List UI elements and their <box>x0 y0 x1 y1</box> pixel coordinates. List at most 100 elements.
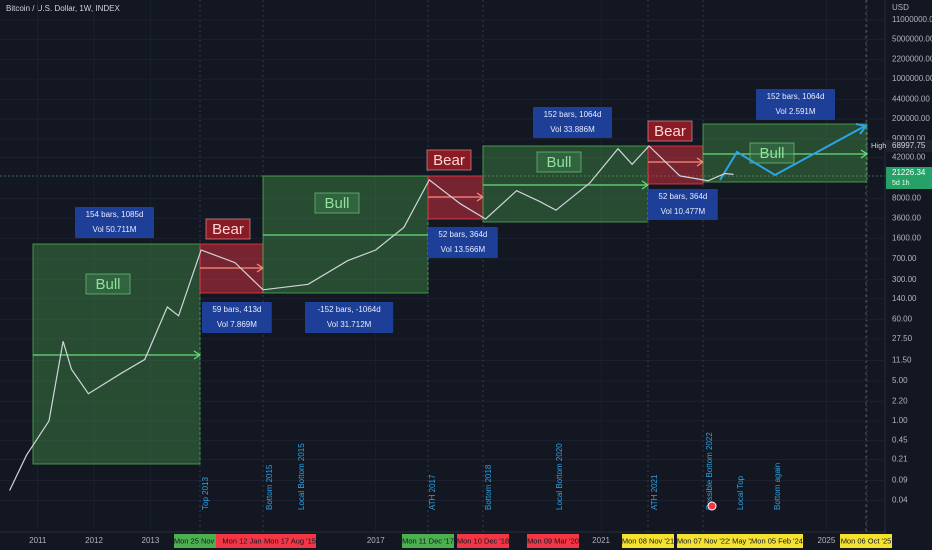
box-label-bg <box>85 273 131 295</box>
box-label-bg <box>536 151 582 173</box>
box-label: Bear <box>654 123 686 140</box>
date-badge: Mon 12 Jan <box>222 536 261 545</box>
info-label-line: 59 bars, 413d <box>212 305 261 314</box>
arrow-head <box>193 350 202 360</box>
info-label-line: 152 bars, 1064d <box>767 92 825 101</box>
projection-path <box>719 125 866 181</box>
high-value-bg <box>886 140 932 152</box>
info-label-line: Vol 7.869M <box>217 320 257 329</box>
y-tick-label: 440000.00 <box>892 95 930 104</box>
info-label-line: Vol 50.711M <box>93 225 137 234</box>
date-badge: Mon 10 Dec '18 <box>457 536 509 545</box>
box-label: Bull <box>324 195 349 212</box>
info-label-line: -152 bars, -1064d <box>318 305 381 314</box>
info-label-bg <box>533 107 612 138</box>
box-label: Bull <box>546 154 571 171</box>
event-label: Bottom again <box>773 463 782 510</box>
box-label: Bear <box>433 152 465 169</box>
info-label-line: Vol 31.712M <box>327 320 372 329</box>
date-badge-bg <box>264 534 316 548</box>
info-label-bg <box>428 227 498 258</box>
box-label-bg <box>647 120 693 142</box>
info-label-bg <box>305 302 394 333</box>
date-badge: Mon 08 Nov '21 <box>622 536 674 545</box>
y-tick-label: 0.21 <box>892 455 908 464</box>
info-label-line: Vol 33.886M <box>550 125 595 134</box>
info-label-line: 152 bars, 1064d <box>544 110 602 119</box>
box-label-bg <box>314 192 360 214</box>
date-badge-bg <box>402 534 454 548</box>
box-label-bg <box>205 218 251 240</box>
date-badge-bg <box>677 534 729 548</box>
info-label-bg <box>756 89 835 120</box>
arrow-head <box>641 180 650 190</box>
y-tick-label: 11000000.00 <box>892 15 932 24</box>
date-badge-bg <box>174 534 226 548</box>
date-badge-bg <box>527 534 579 548</box>
y-tick-label: 8000.00 <box>892 194 921 203</box>
price-line <box>9 145 734 491</box>
y-tick-label: 90000.00 <box>892 134 926 143</box>
y-tick-label: 3600.00 <box>892 213 921 222</box>
y-tick-label: 1600.00 <box>892 233 921 242</box>
y-tick-label: 5000000.00 <box>892 34 932 43</box>
y-tick-label: 1.00 <box>892 416 908 425</box>
x-tick-label: 2011 <box>29 536 47 545</box>
event-label: Bottom 2015 <box>265 464 274 510</box>
arrow-head <box>860 149 869 159</box>
info-label-line: Vol 10.477M <box>661 207 706 216</box>
x-tick-label: 2012 <box>85 536 103 545</box>
x-tick-label: 2025 <box>818 536 836 545</box>
y-tick-label: 2200000.00 <box>892 55 932 64</box>
info-label-line: Vol 2.591M <box>775 107 815 116</box>
event-label: Top 2013 <box>201 477 210 510</box>
y-tick-label: 140.00 <box>892 294 917 303</box>
date-badge: Mon 25 Nov '13 <box>174 536 226 545</box>
last-price: 21226.34 <box>892 168 926 177</box>
date-badge-bg <box>457 534 509 548</box>
y-tick-label: 200000.00 <box>892 114 930 123</box>
projection-head <box>855 123 868 135</box>
x-tick-label: 2021 <box>592 536 610 545</box>
date-badge: 2 May '23 <box>726 536 758 545</box>
high-label: High <box>871 141 886 150</box>
event-label: Local Top <box>736 475 745 510</box>
y-tick-label: 2.20 <box>892 396 908 405</box>
event-label: ATH 2021 <box>650 474 659 510</box>
info-label-line: 52 bars, 364d <box>658 192 707 201</box>
info-label-line: 52 bars, 364d <box>438 230 487 239</box>
date-badge: Mon 07 Nov '22 <box>677 536 729 545</box>
currency-label: USD <box>892 3 909 12</box>
y-tick-label: 5.00 <box>892 376 908 385</box>
y-tick-label: 27.50 <box>892 334 913 343</box>
y-tick-label: 0.09 <box>892 476 908 485</box>
info-label-line: 154 bars, 1085d <box>86 210 144 219</box>
y-tick-label: 1000000.00 <box>892 74 932 83</box>
box-label: Bull <box>759 145 784 162</box>
date-badge: Mon 09 Mar '20 <box>527 536 579 545</box>
box-label-bg <box>426 149 472 171</box>
info-label-bg <box>75 207 154 238</box>
event-label: ATH 2017 <box>428 474 437 510</box>
date-badge-bg <box>622 534 674 548</box>
y-tick-label: 60.00 <box>892 315 913 324</box>
countdown: 5d 1h <box>892 180 910 187</box>
y-tick-label: 42000.00 <box>892 153 926 162</box>
box-label: Bear <box>212 221 244 238</box>
date-badge: Mon 05 Feb '24 <box>751 536 803 545</box>
y-tick-label: 11.50 <box>892 356 912 365</box>
y-tick-label: 700.00 <box>892 254 917 263</box>
date-badge: Mon 11 Dec '17 <box>402 536 454 545</box>
chart-title: Bitcoin / U.S. Dollar, 1W, INDEX <box>6 4 120 13</box>
last-price-bg <box>886 167 932 189</box>
info-label-bg <box>648 189 718 220</box>
event-label: Local Bottom 2020 <box>555 443 564 510</box>
info-label-bg <box>202 302 272 333</box>
x-tick-label: 2017 <box>367 536 385 545</box>
y-tick-label: 0.04 <box>892 496 908 505</box>
event-label: Bottom 2018 <box>484 464 493 510</box>
date-badge-bg <box>216 534 268 548</box>
